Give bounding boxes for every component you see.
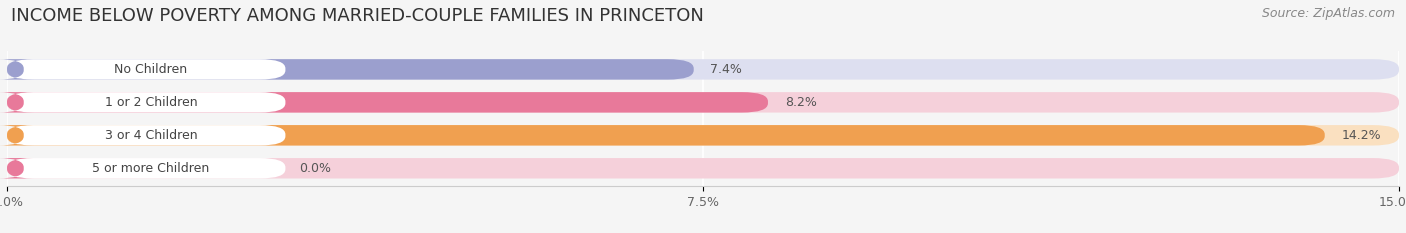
- FancyBboxPatch shape: [7, 158, 285, 178]
- FancyBboxPatch shape: [7, 92, 285, 113]
- Text: INCOME BELOW POVERTY AMONG MARRIED-COUPLE FAMILIES IN PRINCETON: INCOME BELOW POVERTY AMONG MARRIED-COUPL…: [11, 7, 704, 25]
- FancyBboxPatch shape: [0, 59, 32, 80]
- FancyBboxPatch shape: [7, 59, 1399, 80]
- FancyBboxPatch shape: [0, 158, 32, 178]
- FancyBboxPatch shape: [7, 158, 1399, 178]
- Text: No Children: No Children: [114, 63, 187, 76]
- FancyBboxPatch shape: [7, 125, 1399, 146]
- Text: 5 or more Children: 5 or more Children: [93, 162, 209, 175]
- Text: 8.2%: 8.2%: [785, 96, 817, 109]
- Text: 1 or 2 Children: 1 or 2 Children: [104, 96, 197, 109]
- Text: 7.4%: 7.4%: [710, 63, 742, 76]
- FancyBboxPatch shape: [7, 59, 285, 80]
- FancyBboxPatch shape: [0, 92, 32, 113]
- Text: 14.2%: 14.2%: [1341, 129, 1381, 142]
- FancyBboxPatch shape: [7, 59, 693, 80]
- Text: 0.0%: 0.0%: [299, 162, 332, 175]
- FancyBboxPatch shape: [7, 92, 1399, 113]
- FancyBboxPatch shape: [7, 125, 285, 146]
- Text: 3 or 4 Children: 3 or 4 Children: [104, 129, 197, 142]
- FancyBboxPatch shape: [7, 125, 1324, 146]
- FancyBboxPatch shape: [0, 125, 32, 146]
- Text: Source: ZipAtlas.com: Source: ZipAtlas.com: [1261, 7, 1395, 20]
- FancyBboxPatch shape: [7, 92, 768, 113]
